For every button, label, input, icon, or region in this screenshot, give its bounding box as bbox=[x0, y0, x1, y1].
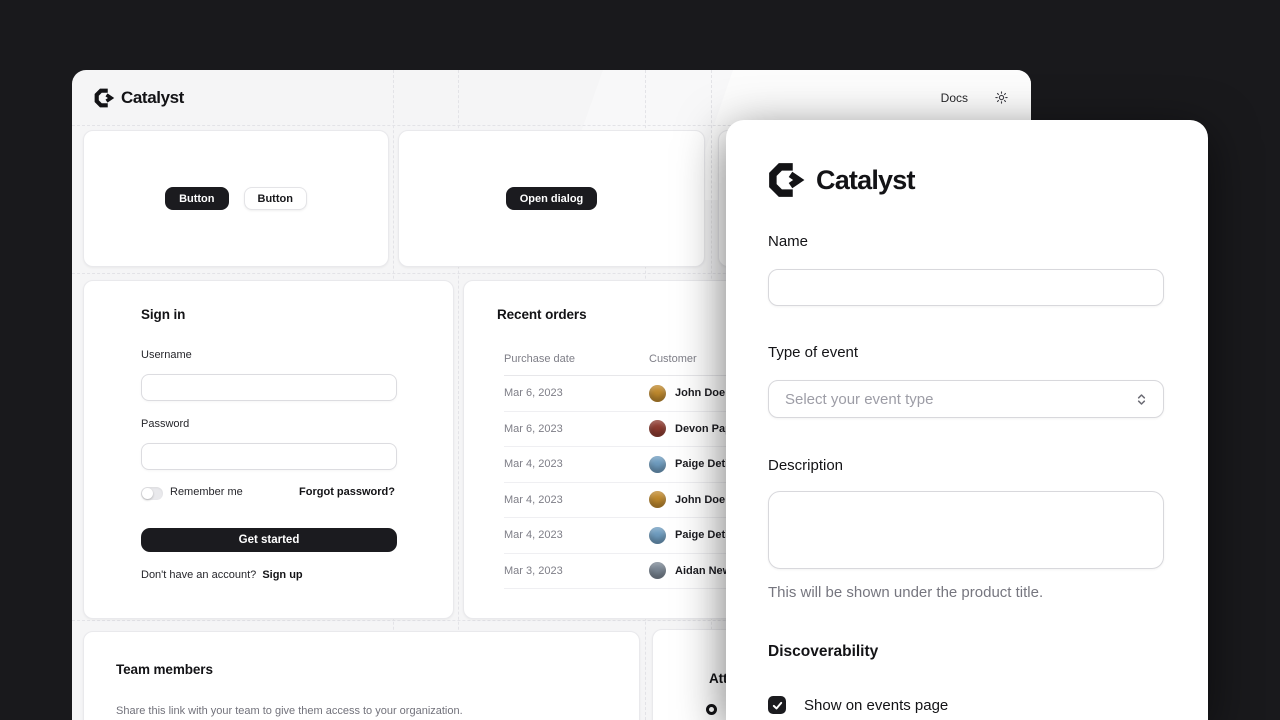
remember-me-toggle[interactable] bbox=[141, 487, 163, 500]
grid-dashed-line bbox=[72, 125, 1031, 126]
signin-card: Sign in Username Password Remember me Fo… bbox=[83, 280, 454, 619]
description-textarea[interactable] bbox=[768, 491, 1164, 569]
table-header: Purchase date Customer bbox=[504, 353, 1022, 365]
name-input[interactable] bbox=[768, 269, 1164, 306]
toggle-knob bbox=[142, 488, 153, 499]
outline-button[interactable]: Button bbox=[243, 187, 307, 210]
password-label: Password bbox=[141, 418, 190, 430]
team-subtitle: Share this link with your team to give t… bbox=[116, 705, 463, 717]
docs-link[interactable]: Docs bbox=[940, 90, 968, 105]
order-date: Mar 3, 2023 bbox=[504, 564, 563, 577]
sun-icon bbox=[995, 91, 1008, 104]
theme-toggle-button[interactable] bbox=[994, 90, 1009, 105]
signup-prompt: Don't have an account? bbox=[141, 569, 257, 581]
avatar bbox=[649, 455, 666, 473]
customer-name: John Doe bbox=[675, 493, 726, 506]
team-members-card: Team members Share this link with your t… bbox=[83, 631, 640, 720]
avatar bbox=[649, 491, 666, 509]
brand-name: Catalyst bbox=[121, 87, 184, 107]
signup-link[interactable]: Sign up bbox=[262, 569, 303, 581]
column-purchase-date: Purchase date bbox=[504, 353, 575, 365]
event-form-panel: Catalyst Name Type of event Select your … bbox=[726, 120, 1208, 720]
event-type-select[interactable]: Select your event type bbox=[768, 380, 1164, 418]
password-input[interactable] bbox=[141, 443, 397, 470]
order-date: Mar 4, 2023 bbox=[504, 493, 563, 506]
open-dialog-button[interactable]: Open dialog bbox=[505, 187, 598, 210]
avatar bbox=[649, 562, 666, 580]
orders-title: Recent orders bbox=[497, 307, 587, 322]
description-help-text: This will be shown under the product tit… bbox=[768, 584, 1044, 601]
order-date: Mar 4, 2023 bbox=[504, 458, 563, 471]
catalyst-logo: Catalyst bbox=[768, 162, 915, 198]
show-on-events-checkbox[interactable] bbox=[768, 696, 786, 714]
get-started-button[interactable]: Get started bbox=[141, 528, 397, 552]
grid-dashed-line bbox=[72, 620, 1031, 621]
username-label: Username bbox=[141, 349, 192, 361]
avatar bbox=[649, 420, 666, 438]
order-date: Mar 6, 2023 bbox=[504, 422, 563, 435]
signin-title: Sign in bbox=[141, 307, 186, 322]
grid-dashed-line bbox=[72, 273, 1031, 274]
dialog-demo-card: Open dialog bbox=[398, 130, 705, 267]
order-date: Mar 6, 2023 bbox=[504, 387, 563, 400]
select-placeholder: Select your event type bbox=[785, 390, 934, 408]
event-type-label: Type of event bbox=[768, 344, 859, 361]
solid-button[interactable]: Button bbox=[165, 187, 229, 210]
username-input[interactable] bbox=[141, 374, 397, 401]
chevron-up-down-icon bbox=[1137, 393, 1146, 405]
user-icon bbox=[706, 704, 717, 715]
avatar bbox=[649, 384, 666, 402]
show-on-events-label: Show on events page bbox=[804, 697, 949, 714]
customer-name: John Doe bbox=[675, 387, 726, 400]
discoverability-heading: Discoverability bbox=[768, 643, 879, 660]
description-label: Description bbox=[768, 457, 844, 474]
app-header: Catalyst Docs bbox=[72, 70, 1031, 125]
catalyst-logo: Catalyst bbox=[94, 88, 184, 108]
catalyst-logo-icon bbox=[769, 163, 805, 197]
order-date: Mar 4, 2023 bbox=[504, 529, 563, 542]
grid-dashed-line bbox=[458, 70, 459, 720]
buttons-demo-card: Button Button bbox=[83, 130, 389, 267]
catalyst-logo-icon bbox=[94, 88, 115, 107]
remember-me-label: Remember me bbox=[170, 486, 243, 498]
brand-name: Catalyst bbox=[816, 164, 915, 195]
forgot-password-link[interactable]: Forgot password? bbox=[299, 486, 395, 498]
check-icon bbox=[772, 701, 782, 709]
column-customer: Customer bbox=[649, 353, 697, 365]
team-title: Team members bbox=[116, 662, 213, 677]
name-label: Name bbox=[768, 233, 809, 250]
avatar bbox=[649, 526, 666, 544]
